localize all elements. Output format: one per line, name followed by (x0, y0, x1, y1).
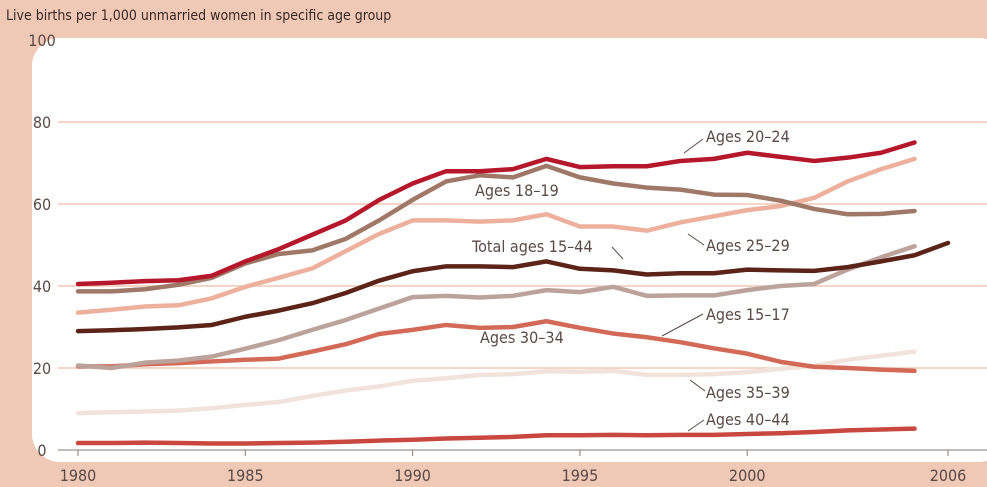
series-label: Ages 25–29 (706, 236, 790, 255)
y-tick-label: 20 (33, 359, 51, 378)
series-label: Ages 35–39 (706, 383, 790, 402)
x-tick-label: 1980 (60, 466, 97, 485)
x-tick-label: 1990 (394, 466, 431, 485)
series-line (75, 426, 917, 446)
series-line (75, 243, 917, 371)
leader-line (611, 246, 624, 260)
leader-line (661, 313, 704, 337)
series-label: Total ages 15–44 (471, 237, 593, 256)
series-line (75, 349, 917, 416)
y-tick-label: 40 (33, 277, 51, 296)
series-label: Ages 30–34 (480, 328, 564, 347)
series-line (75, 140, 917, 287)
series-label: Ages 20–24 (706, 127, 790, 146)
y-tick-label: 100 (28, 31, 55, 50)
chart-subtitle: Live births per 1,000 unmarried women in… (6, 8, 391, 24)
series-line (75, 156, 917, 315)
leader-line (689, 379, 706, 392)
leader-line (687, 419, 705, 432)
y-tick-label: 0 (37, 441, 46, 460)
series-label: Ages 18–19 (475, 181, 559, 200)
series-label: Ages 40–44 (706, 410, 790, 429)
x-tick-label: 2000 (729, 466, 766, 485)
x-tick-label: 2006 (930, 466, 967, 485)
y-tick-label: 60 (33, 195, 51, 214)
leader-line (687, 233, 705, 246)
x-tick-label: 1985 (227, 466, 264, 485)
series-line (75, 319, 917, 374)
series-label: Ages 15–17 (706, 305, 790, 324)
series-line (75, 240, 951, 334)
x-tick-label: 1995 (562, 466, 599, 485)
leader-line (683, 138, 704, 154)
y-tick-label: 80 (33, 113, 51, 132)
